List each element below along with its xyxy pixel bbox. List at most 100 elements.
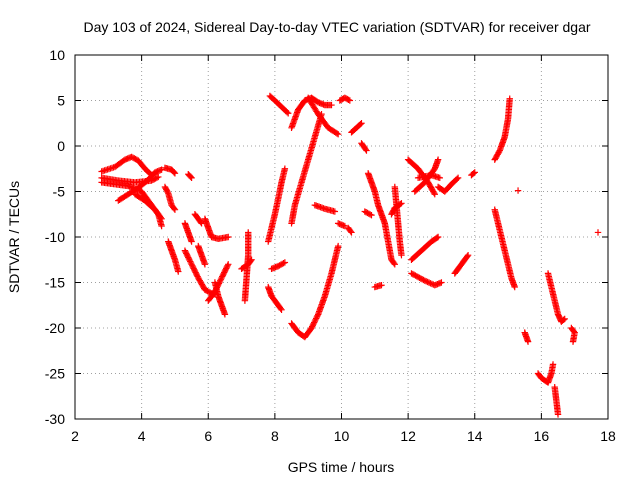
data-point-plus bbox=[280, 260, 287, 267]
data-point-plus bbox=[187, 173, 194, 181]
data-point-plus bbox=[524, 338, 532, 345]
data-point-plus bbox=[471, 169, 478, 176]
data-point-plus bbox=[421, 277, 428, 284]
data-point-plus bbox=[241, 297, 249, 304]
y-tick-label: -20 bbox=[45, 320, 65, 336]
data-point-plus bbox=[438, 279, 445, 286]
data-point-plus bbox=[514, 187, 522, 194]
x-tick-label: 2 bbox=[71, 428, 79, 444]
data-point-plus bbox=[470, 170, 477, 177]
data-point-plus bbox=[434, 233, 442, 241]
x-tick-label: 16 bbox=[534, 428, 550, 444]
data-point-plus bbox=[363, 147, 370, 154]
data-point-plus bbox=[225, 233, 232, 241]
y-tick-label: 0 bbox=[57, 138, 65, 154]
data-point-plus bbox=[453, 175, 461, 183]
data-point-plus bbox=[425, 279, 433, 286]
y-tick-label: -25 bbox=[45, 366, 65, 382]
data-point-plus bbox=[158, 222, 165, 230]
data-point-plus bbox=[341, 222, 349, 230]
data-point-plus bbox=[398, 252, 405, 259]
data-point-plus bbox=[561, 315, 568, 323]
data-point-plus bbox=[224, 262, 231, 269]
x-tick-label: 12 bbox=[400, 428, 416, 444]
data-point-plus bbox=[158, 166, 165, 173]
data-point-plus bbox=[506, 95, 513, 102]
grid bbox=[75, 55, 608, 419]
data-point-plus bbox=[285, 110, 292, 117]
x-tick-label: 6 bbox=[204, 428, 212, 444]
data-point-plus bbox=[283, 108, 291, 116]
data-point-plus bbox=[277, 305, 284, 312]
data-point-plus bbox=[431, 191, 438, 198]
data-point-plus bbox=[368, 211, 375, 219]
data-point-plus bbox=[188, 174, 195, 182]
data-point-plus bbox=[366, 211, 374, 218]
data-point-plus bbox=[155, 173, 162, 181]
data-point-plus bbox=[164, 188, 171, 196]
data-point-plus bbox=[397, 200, 404, 208]
data-point-plus bbox=[333, 130, 341, 137]
data-point-plus bbox=[157, 214, 164, 221]
plot-frame bbox=[74, 54, 609, 420]
data-point-plus bbox=[331, 208, 339, 215]
y-tick-label: 5 bbox=[57, 93, 65, 109]
data-point-plus bbox=[201, 261, 209, 268]
data-point-plus bbox=[328, 101, 335, 109]
data-point-plus bbox=[225, 261, 232, 268]
x-axis-label: GPS time / hours bbox=[288, 459, 395, 475]
data-point-plus bbox=[278, 306, 285, 313]
y-tick-label: -30 bbox=[45, 411, 65, 427]
data-point-plus bbox=[314, 312, 321, 319]
data-point-plus bbox=[433, 234, 441, 241]
y-tick-label: -10 bbox=[45, 229, 65, 245]
data-point-plus bbox=[221, 311, 229, 318]
y-tick-label: 10 bbox=[49, 47, 65, 63]
y-tick-label: -5 bbox=[53, 184, 66, 200]
data-point-plus bbox=[420, 276, 427, 284]
data-point-plus bbox=[454, 174, 462, 182]
data-point-plus bbox=[281, 259, 289, 266]
data-point-plus bbox=[464, 253, 471, 260]
data-point-plus bbox=[594, 229, 602, 236]
data-point-plus bbox=[198, 220, 205, 227]
data-point-plus bbox=[358, 120, 365, 127]
x-tick-label: 14 bbox=[467, 428, 483, 444]
data-point-plus bbox=[424, 278, 431, 286]
data-point-plus bbox=[188, 238, 195, 245]
data-point-plus bbox=[511, 283, 518, 291]
data-point-plus bbox=[430, 189, 438, 197]
data-point-plus bbox=[569, 338, 577, 345]
x-tick-label: 4 bbox=[138, 428, 146, 444]
data-point-plus bbox=[378, 282, 385, 289]
y-axis-label: SDTVAR / TECUs bbox=[6, 181, 22, 293]
data-point-plus bbox=[357, 120, 364, 128]
data-point-plus bbox=[436, 174, 443, 182]
data-point-plus bbox=[428, 280, 436, 288]
data-point-plus bbox=[347, 228, 354, 235]
data-point-plus bbox=[427, 280, 434, 287]
tick-labels: 2 4 6 8 10 12 14 16 18 10 5 0 -5 -10 -15 -20 -25 -30 bbox=[45, 47, 616, 444]
data-point-plus bbox=[346, 97, 354, 104]
data-point-plus bbox=[348, 229, 355, 236]
data-point-plus bbox=[170, 169, 178, 176]
data-point-plus bbox=[171, 170, 179, 177]
data-point-plus bbox=[560, 316, 567, 324]
data-point-plus bbox=[334, 130, 342, 138]
x-tick-label: 10 bbox=[334, 428, 350, 444]
chart-title: Day 103 of 2024, Sidereal Day-to-day VTE… bbox=[83, 19, 590, 35]
data-point-plus bbox=[362, 146, 369, 153]
data-point-plus bbox=[423, 278, 430, 285]
data-point-plus bbox=[554, 411, 562, 418]
data-point-plus bbox=[175, 268, 182, 275]
data-point-plus bbox=[345, 96, 352, 104]
data-points bbox=[98, 92, 602, 418]
data-point-plus bbox=[197, 219, 204, 226]
data-point-plus bbox=[171, 206, 179, 213]
data-point-plus bbox=[158, 215, 165, 222]
data-point-plus bbox=[398, 200, 405, 207]
data-point-plus bbox=[391, 261, 398, 268]
data-point-plus bbox=[390, 259, 398, 267]
x-tick-label: 18 bbox=[600, 428, 616, 444]
